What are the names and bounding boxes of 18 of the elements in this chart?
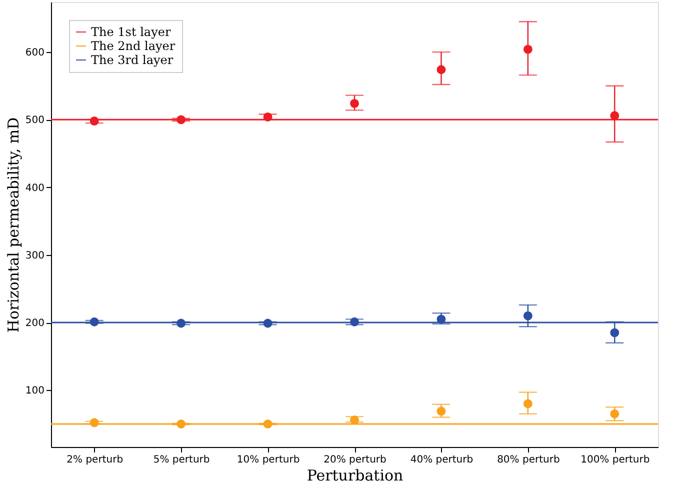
x-tick-label: 10% perturb [236, 454, 300, 466]
legend-label: The 2nd layer [91, 39, 176, 53]
y-tick-label: 100 [25, 386, 44, 397]
y-tick-label: 200 [25, 318, 44, 330]
legend-label: The 1st layer [91, 25, 171, 39]
y-tick-label: 300 [25, 250, 44, 262]
y-axis-title: Horizontal permeability, mD [4, 117, 22, 333]
y-tick-label: 400 [25, 182, 44, 194]
y-tick-label: 500 [25, 115, 44, 126]
x-tick-label: 40% perturb [410, 454, 474, 466]
y-tick-label: 600 [25, 48, 44, 59]
x-tick-label: 5% perturb [153, 454, 210, 466]
x-tick-label: 2% perturb [66, 454, 124, 466]
x-tick-label: 100% perturb [580, 454, 650, 466]
x-axis-title: Perturbation [306, 466, 404, 484]
x-tick-label: 20% perturb [324, 454, 386, 466]
legend-label: The 3rd layer [91, 53, 174, 67]
x-tick-label: 80% perturb [497, 454, 560, 466]
